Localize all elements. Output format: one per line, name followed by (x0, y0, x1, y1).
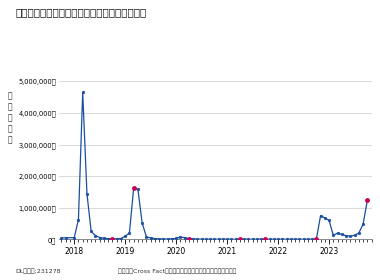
Text: インフルエンザ治療薬　推計処方患者数の推移: インフルエンザ治療薬 推計処方患者数の推移 (15, 7, 146, 17)
Text: 出典：「Cross Fact」（株式会社インテージリアルワールド）: 出典：「Cross Fact」（株式会社インテージリアルワールド） (118, 268, 236, 274)
Text: DLコード:231278: DLコード:231278 (15, 268, 61, 274)
Text: 推
計
患
者
数: 推 計 患 者 数 (7, 91, 12, 144)
